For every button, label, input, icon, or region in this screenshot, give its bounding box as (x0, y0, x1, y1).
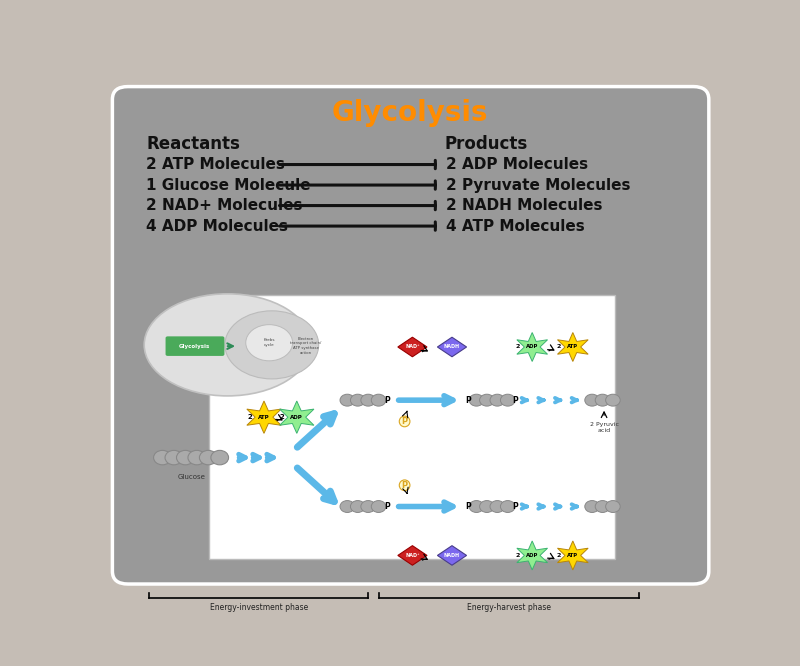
Circle shape (199, 450, 217, 465)
Ellipse shape (225, 311, 318, 379)
Circle shape (340, 394, 354, 406)
Text: 2 NAD+ Molecules: 2 NAD+ Molecules (146, 198, 303, 213)
Text: ADP: ADP (526, 553, 538, 558)
Text: 2: 2 (515, 553, 520, 558)
Text: Electron
transport chain/
ATP synthase
action: Electron transport chain/ ATP synthase a… (290, 337, 322, 354)
Polygon shape (558, 541, 588, 570)
Text: 2: 2 (556, 553, 561, 558)
Circle shape (177, 450, 194, 465)
Text: 2: 2 (556, 344, 561, 350)
Polygon shape (398, 545, 427, 565)
Text: Glycolysis: Glycolysis (332, 99, 488, 127)
Circle shape (165, 450, 182, 465)
Polygon shape (280, 401, 314, 434)
Text: NADH: NADH (444, 344, 460, 350)
Polygon shape (438, 337, 466, 357)
Text: 2: 2 (515, 344, 520, 350)
Polygon shape (517, 541, 547, 570)
Circle shape (501, 501, 515, 512)
Circle shape (350, 394, 365, 406)
Circle shape (188, 450, 206, 465)
Circle shape (211, 450, 229, 465)
Text: Energy-investment phase: Energy-investment phase (210, 603, 308, 612)
Text: Glucose: Glucose (177, 474, 205, 480)
Text: ATP: ATP (258, 415, 270, 420)
Circle shape (361, 394, 375, 406)
Circle shape (154, 450, 171, 465)
Circle shape (490, 501, 505, 512)
Text: NAD⁺: NAD⁺ (405, 553, 420, 558)
Circle shape (490, 394, 505, 406)
Circle shape (479, 394, 494, 406)
Text: P: P (402, 417, 408, 426)
Text: Energy-harvest phase: Energy-harvest phase (466, 603, 550, 612)
Circle shape (585, 501, 599, 512)
Circle shape (469, 501, 484, 512)
Text: NADH: NADH (444, 553, 460, 558)
Polygon shape (247, 401, 281, 434)
Text: P: P (466, 502, 471, 511)
Text: 2: 2 (247, 414, 252, 420)
Text: ADP: ADP (526, 344, 538, 350)
Text: 2 Pyruvate Molecules: 2 Pyruvate Molecules (446, 178, 630, 192)
Circle shape (371, 501, 386, 512)
Text: 1 Glucose Molecule: 1 Glucose Molecule (146, 178, 311, 192)
Text: 2: 2 (280, 414, 285, 420)
Text: P: P (402, 481, 408, 490)
Text: NAD⁺: NAD⁺ (405, 344, 420, 350)
Text: 2 ADP Molecules: 2 ADP Molecules (446, 157, 588, 172)
Polygon shape (517, 332, 547, 362)
Circle shape (350, 501, 365, 512)
Text: P: P (513, 502, 518, 511)
Circle shape (469, 394, 484, 406)
Text: ATP: ATP (567, 553, 578, 558)
Text: P: P (466, 396, 471, 405)
Circle shape (371, 394, 386, 406)
Text: Reactants: Reactants (146, 135, 240, 153)
Text: Krebs
cycle: Krebs cycle (263, 338, 275, 347)
Ellipse shape (144, 294, 311, 396)
Circle shape (585, 394, 599, 406)
FancyBboxPatch shape (209, 295, 614, 559)
FancyBboxPatch shape (166, 336, 225, 356)
Ellipse shape (246, 324, 293, 361)
Text: 2 Pyruvic
acid: 2 Pyruvic acid (590, 422, 618, 433)
Circle shape (606, 501, 620, 512)
Text: P: P (385, 502, 390, 511)
Circle shape (340, 501, 354, 512)
Text: Glycolysis: Glycolysis (179, 344, 210, 348)
Text: 4 ADP Molecules: 4 ADP Molecules (146, 218, 289, 234)
Circle shape (479, 501, 494, 512)
Text: ATP: ATP (567, 344, 578, 350)
Circle shape (595, 394, 610, 406)
Text: 2 NADH Molecules: 2 NADH Molecules (446, 198, 602, 213)
Text: P: P (513, 396, 518, 405)
Polygon shape (438, 545, 466, 565)
Circle shape (361, 501, 375, 512)
Text: 2 ATP Molecules: 2 ATP Molecules (146, 157, 286, 172)
Text: 4 ATP Molecules: 4 ATP Molecules (446, 218, 585, 234)
Circle shape (595, 501, 610, 512)
Text: P: P (385, 396, 390, 405)
Text: Products: Products (444, 135, 527, 153)
Circle shape (501, 394, 515, 406)
FancyBboxPatch shape (112, 87, 709, 584)
Circle shape (606, 394, 620, 406)
Polygon shape (558, 332, 588, 362)
Polygon shape (398, 337, 427, 357)
Text: ADP: ADP (290, 415, 303, 420)
